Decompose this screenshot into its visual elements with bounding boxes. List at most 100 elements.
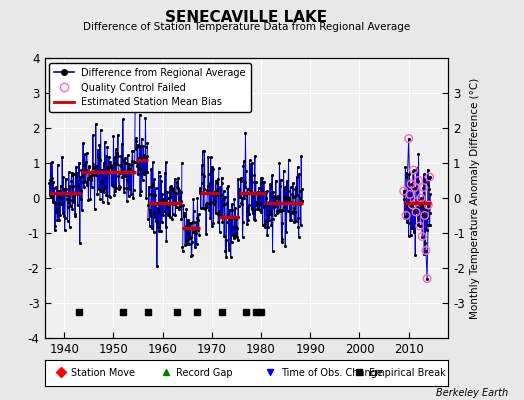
Point (48, 159, 56, 166)
Point (239, 219, 247, 225)
Point (116, 162, 125, 168)
Point (132, 134, 140, 141)
Point (50, 185, 59, 191)
Point (280, 194, 288, 200)
Point (210, 201, 218, 208)
Point (105, 154, 113, 160)
Point (276, 206, 285, 213)
Point (237, 175, 245, 181)
Point (134, 171, 142, 178)
Point (148, 182, 157, 189)
Point (233, 234, 241, 240)
Point (264, 201, 272, 208)
Point (231, 204, 239, 211)
Point (67, 202, 75, 209)
Point (411, 201, 420, 208)
Point (222, 219, 231, 226)
Point (95, 142, 104, 148)
Point (411, 184, 419, 191)
Point (193, 195, 202, 202)
Point (135, 166, 143, 172)
Point (202, 230, 210, 237)
Point (276, 183, 284, 190)
Point (290, 209, 299, 215)
Point (133, 162, 141, 169)
Point (53, 161, 62, 168)
Point (84, 197, 93, 203)
Point (115, 184, 124, 191)
Point (272, 194, 281, 200)
Point (70, 199, 78, 205)
Point (66, 183, 74, 190)
Point (228, 232, 237, 238)
Point (279, 200, 287, 206)
Point (77, 188, 85, 194)
Point (232, 224, 240, 231)
Point (198, 162, 206, 168)
Point (245, 157, 254, 164)
Point (269, 215, 277, 222)
Point (277, 208, 286, 214)
Point (125, 161, 134, 168)
Point (106, 158, 114, 165)
Point (175, 187, 183, 193)
Point (173, 179, 181, 185)
Point (112, 146, 120, 153)
Point (66, 224, 74, 230)
Point (294, 234, 303, 241)
Point (399, 188, 408, 194)
Point (405, 171, 413, 177)
Point (233, 225, 242, 231)
Point (221, 201, 229, 207)
Point (97, 180, 106, 186)
Point (167, 194, 176, 200)
Point (111, 156, 119, 162)
Point (221, 194, 229, 200)
Point (224, 241, 233, 247)
Point (418, 214, 427, 220)
Y-axis label: Monthly Temperature Anomaly Difference (°C): Monthly Temperature Anomaly Difference (… (471, 77, 481, 319)
Point (58, 190, 67, 196)
Point (99, 167, 107, 174)
Point (123, 185, 131, 191)
Point (104, 165, 112, 171)
Point (287, 184, 295, 190)
Point (110, 192, 118, 198)
Point (63, 218, 72, 224)
Point (196, 189, 204, 196)
Point (177, 188, 185, 195)
Point (243, 208, 251, 214)
Point (405, 203, 413, 210)
Point (181, 223, 190, 230)
Point (155, 169, 163, 175)
Point (45, 180, 53, 186)
Point (424, 202, 432, 208)
Point (168, 188, 176, 194)
Point (295, 171, 303, 178)
Point (188, 252, 196, 258)
Point (71, 212, 80, 219)
Point (150, 209, 158, 216)
Point (200, 186, 208, 192)
Point (234, 237, 242, 244)
Point (290, 205, 298, 212)
Point (47, 194, 56, 200)
Point (112, 184, 121, 191)
Point (92, 163, 101, 169)
Point (418, 210, 427, 217)
Point (53, 217, 61, 223)
Point (101, 184, 110, 190)
Point (266, 208, 274, 214)
Point (92, 172, 101, 179)
Point (198, 171, 206, 178)
Point (273, 210, 281, 216)
Text: Record Gap: Record Gap (176, 368, 232, 378)
Point (64, 169, 73, 176)
Point (414, 177, 423, 184)
Point (178, 244, 187, 250)
Point (96, 126, 105, 133)
Point (211, 198, 220, 205)
Point (111, 153, 119, 160)
Point (99, 198, 107, 205)
Point (277, 239, 286, 246)
